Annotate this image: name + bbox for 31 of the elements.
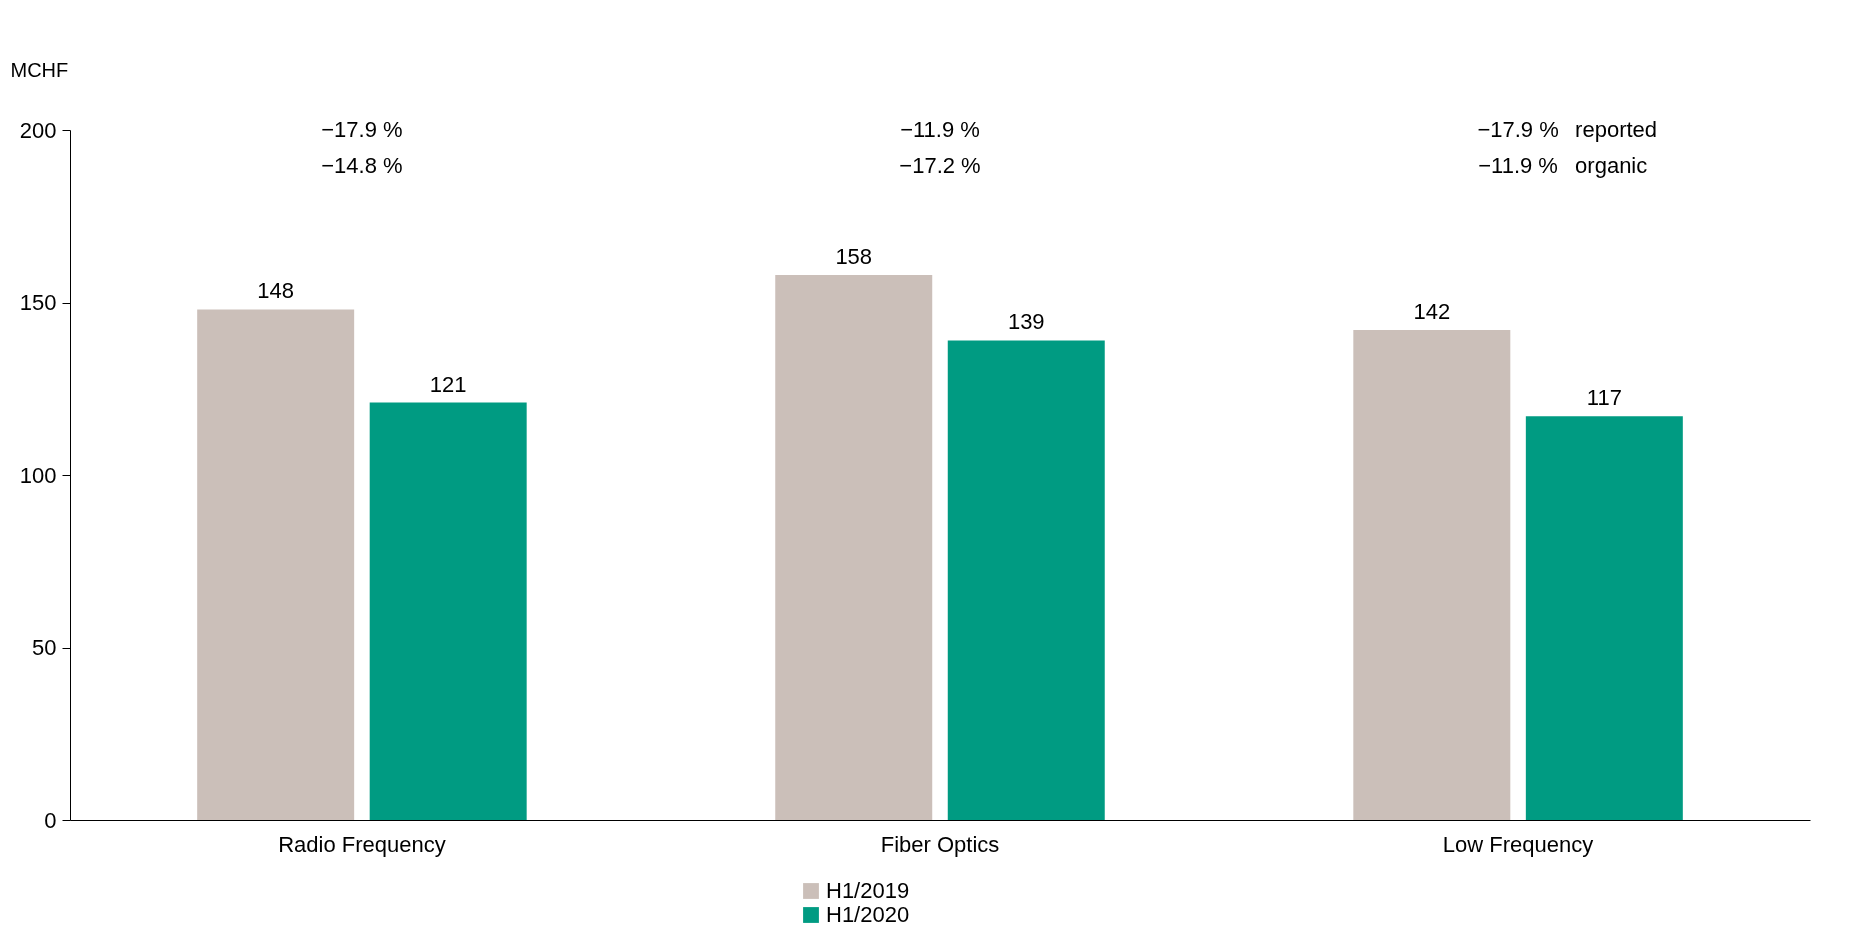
annotation: −14.8 % [321, 153, 403, 178]
bar [775, 274, 933, 820]
data-label: 121 [429, 371, 467, 397]
annotation: −17.9 % [321, 117, 403, 142]
annotation: −17.9 % [1477, 117, 1559, 142]
y-tick-label: 200 [19, 117, 57, 143]
data-label: 117 [1586, 385, 1622, 411]
data-label: 148 [257, 278, 295, 304]
annotation: −11.9 % [1478, 153, 1558, 178]
bar [1353, 330, 1511, 820]
data-label: 158 [835, 243, 873, 269]
annotation: reported [1575, 117, 1658, 142]
legend-label: H1/2020 [826, 902, 910, 927]
x-tick-label: Fiber Optics [880, 831, 1000, 857]
bar [1525, 416, 1683, 820]
y-tick-label: 100 [19, 462, 57, 488]
annotation: organic [1575, 153, 1648, 178]
bar [947, 340, 1105, 820]
x-tick-label: Radio Frequency [278, 831, 446, 857]
y-tick-label: 0 [44, 807, 57, 833]
data-label: 139 [1007, 309, 1045, 335]
bar [369, 402, 527, 820]
legend-label: H1/2019 [826, 878, 910, 903]
annotation: −17.2 % [899, 153, 981, 178]
bar [197, 309, 355, 820]
x-tick-label: Low Frequency [1442, 831, 1594, 857]
y-tick-label: 50 [32, 635, 57, 660]
data-label: 142 [1413, 299, 1451, 325]
y-axis-title: MCHF [10, 58, 69, 81]
annotation: −11.9 % [900, 117, 980, 142]
y-tick-label: 150 [19, 290, 57, 315]
